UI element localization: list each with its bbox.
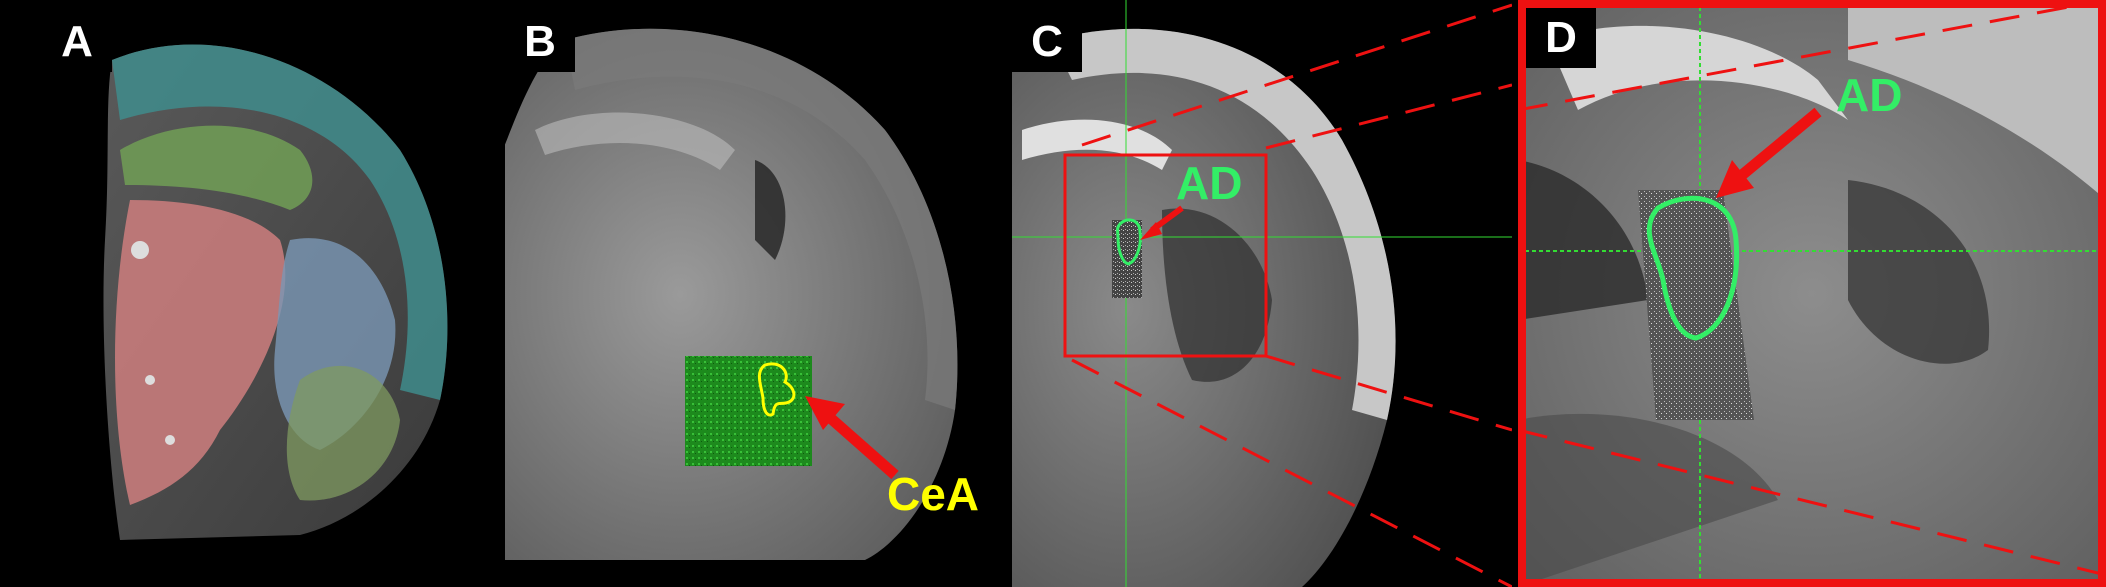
zoom-box: [1063, 153, 1268, 358]
thalamus-region: [115, 200, 286, 505]
ad-arrow: [1732, 107, 1822, 185]
ad-label-d: AD: [1836, 69, 1903, 121]
panel-b-letter: B: [505, 12, 575, 72]
sample-strip: [1638, 190, 1754, 420]
amygdala-region: [286, 365, 400, 501]
panel-a-letter: A: [42, 12, 112, 72]
cortex-band: [565, 28, 958, 410]
panel-c-letter: C: [1012, 12, 1082, 72]
panel-d-image: [1518, 0, 2106, 587]
hippocampus-region: [120, 125, 313, 210]
panel-c-image: [1012, 0, 1512, 587]
ad-outline: [1116, 218, 1142, 266]
hippocampus-band: [1022, 119, 1172, 170]
panel-b-image: [505, 28, 958, 560]
panel-a: A: [0, 0, 500, 587]
panel-d: D AD: [1518, 0, 2106, 587]
ad-label-c: AD: [1176, 157, 1243, 209]
panel-a-image: [103, 44, 448, 541]
fluorescence-inset: [685, 356, 812, 466]
hippocampus-arc: [1548, 25, 1848, 120]
panel-c: C AD: [1012, 0, 1512, 587]
hippocampus-band: [535, 112, 735, 170]
zoom-frame: [1518, 0, 2106, 587]
panel-b: B CeA: [505, 0, 1005, 587]
cea-arrow: [823, 410, 899, 480]
cortex-band: [1052, 28, 1396, 421]
cortex-region: [112, 44, 448, 401]
panel-d-letter: D: [1526, 8, 1596, 68]
cea-outline: [757, 362, 796, 417]
cea-label: CeA: [887, 468, 980, 520]
ad-outline: [1646, 195, 1740, 341]
